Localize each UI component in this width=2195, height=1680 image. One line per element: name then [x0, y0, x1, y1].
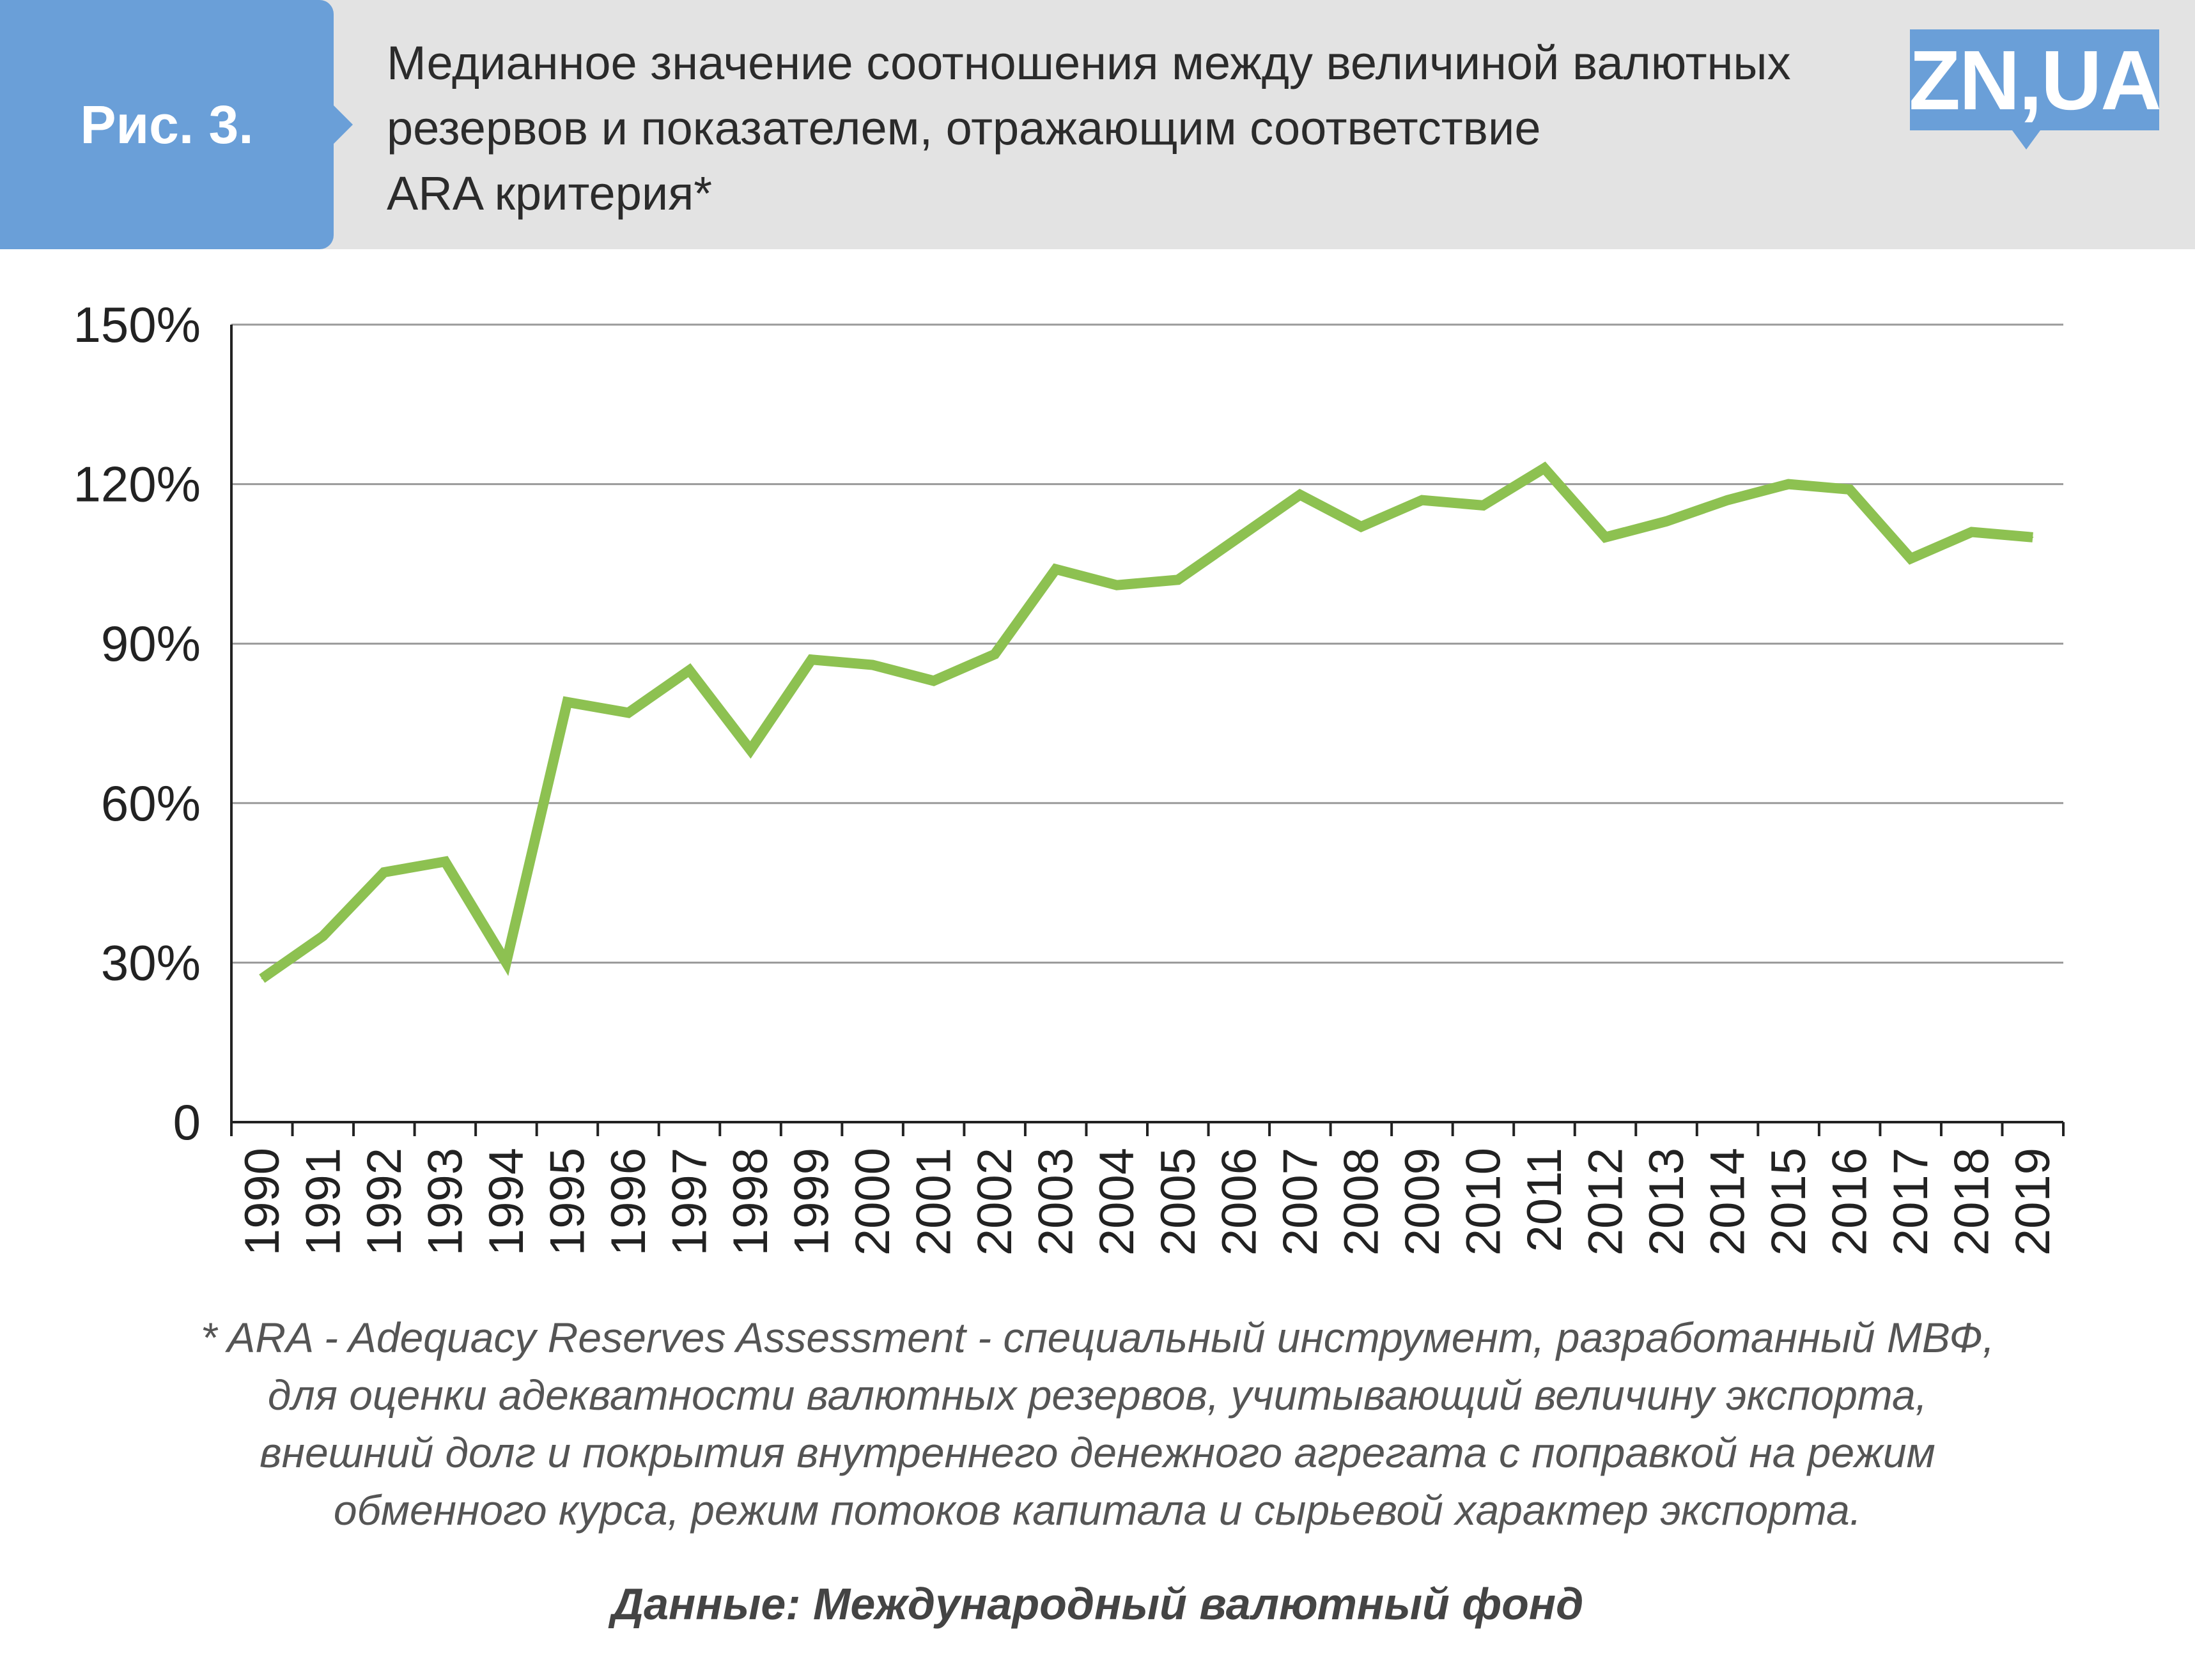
data-point	[750, 749, 752, 751]
line-chart: 030%60%90%120%150% 1990 1991 1992 1993 1994 1…	[74, 297, 2065, 1256]
x-tick-label: 1992	[357, 1148, 412, 1256]
x-tick-label: 2016	[1823, 1148, 1877, 1256]
figure-label: Рис. 3.	[80, 94, 254, 155]
logo-speech-tail-icon	[2012, 130, 2040, 150]
data-point	[994, 653, 996, 655]
zn-ua-logo[interactable]: ZN,UA	[1909, 29, 2162, 130]
x-tick-label: 2009	[1395, 1148, 1450, 1256]
data-point	[688, 669, 690, 671]
x-tick-label: 1993	[418, 1148, 472, 1256]
x-tick-label: 2019	[2006, 1148, 2060, 1256]
axes	[230, 325, 2065, 1136]
x-tick-label: 2017	[1884, 1148, 1938, 1256]
x-tick-label: 2005	[1151, 1148, 1206, 1256]
gridlines	[231, 323, 2063, 964]
x-tick-label: 1995	[540, 1148, 594, 1256]
x-tick-label: 1998	[724, 1148, 778, 1256]
y-axis-tick-labels: 0 30% 60% 90% 120% 150%	[74, 297, 201, 1150]
header-bar: Рис. 3. Медианное значение соотношения м…	[0, 0, 2195, 249]
data-point	[1299, 494, 1301, 496]
y-tick-label: 0	[173, 1094, 201, 1150]
figure-badge	[0, 0, 353, 249]
data-point	[1910, 558, 1912, 560]
data-point	[811, 659, 812, 661]
x-tick-label: 2001	[907, 1148, 961, 1256]
data-point	[322, 935, 324, 937]
data-point	[1177, 579, 1179, 581]
data-point	[1482, 504, 1484, 506]
data-point	[1360, 526, 1362, 528]
data-point	[1604, 536, 1606, 538]
data-point	[1421, 499, 1423, 501]
x-tick-label: 1994	[479, 1148, 534, 1256]
chart-title: Медианное значение соотношения между вел…	[387, 36, 1791, 220]
x-tick-label: 2012	[1579, 1148, 1633, 1256]
data-point	[444, 861, 446, 863]
x-tick-label: 2018	[1945, 1148, 1999, 1256]
y-tick-label: 30%	[101, 934, 201, 990]
x-tick-label: 2000	[846, 1148, 900, 1256]
y-tick-label: 90%	[101, 615, 201, 672]
series-line	[259, 461, 2033, 983]
x-tick-label: 2002	[968, 1148, 1022, 1256]
data-point	[1788, 483, 1790, 485]
x-tick-label: 2011	[1517, 1148, 1572, 1252]
x-tick-label: 2015	[1762, 1148, 1816, 1256]
data-point	[1666, 520, 1668, 522]
data-point	[1238, 536, 1240, 538]
data-point	[1055, 568, 1057, 570]
data-point	[1971, 531, 1973, 533]
x-tick-label: 1990	[235, 1148, 290, 1256]
y-tick-label: 150%	[74, 297, 201, 353]
data-point	[627, 712, 629, 714]
data-point	[383, 871, 385, 873]
x-tick-label: 2004	[1090, 1148, 1144, 1256]
data-point	[1849, 488, 1850, 490]
x-tick-label: 2003	[1029, 1148, 1083, 1256]
y-tick-label: 60%	[101, 775, 201, 831]
x-axis-tick-labels: 1990 1991 1992 1993 1994 1995 1996 1997 1998 1999…	[235, 1148, 2060, 1256]
x-tick-label: 2007	[1273, 1148, 1328, 1256]
data-source: Данные: Международный валютный фонд	[611, 1579, 1584, 1629]
data-point	[1543, 467, 1545, 469]
data-point	[566, 701, 568, 703]
data-point	[505, 962, 507, 964]
footnote: * ARA - Adequacy Reserves Assessment - с…	[200, 1314, 1995, 1534]
x-tick-label: 1991	[296, 1148, 350, 1256]
x-tick-label: 2014	[1701, 1148, 1755, 1256]
data-point	[261, 978, 263, 980]
x-tick-label: 1997	[663, 1148, 717, 1256]
data-point	[1116, 584, 1118, 586]
x-tick-label: 2006	[1212, 1148, 1266, 1256]
data-point	[872, 664, 874, 666]
x-tick-label: 1996	[601, 1148, 656, 1256]
series-group	[259, 461, 2034, 983]
x-tick-label: 2008	[1334, 1148, 1388, 1256]
x-tick-label: 2013	[1640, 1148, 1694, 1256]
x-tick-label: 1999	[785, 1148, 839, 1256]
data-point	[2032, 536, 2034, 538]
data-point	[1726, 499, 1728, 501]
data-point	[933, 680, 935, 682]
x-tick-label: 2010	[1456, 1148, 1510, 1256]
y-tick-label: 120%	[74, 456, 201, 512]
